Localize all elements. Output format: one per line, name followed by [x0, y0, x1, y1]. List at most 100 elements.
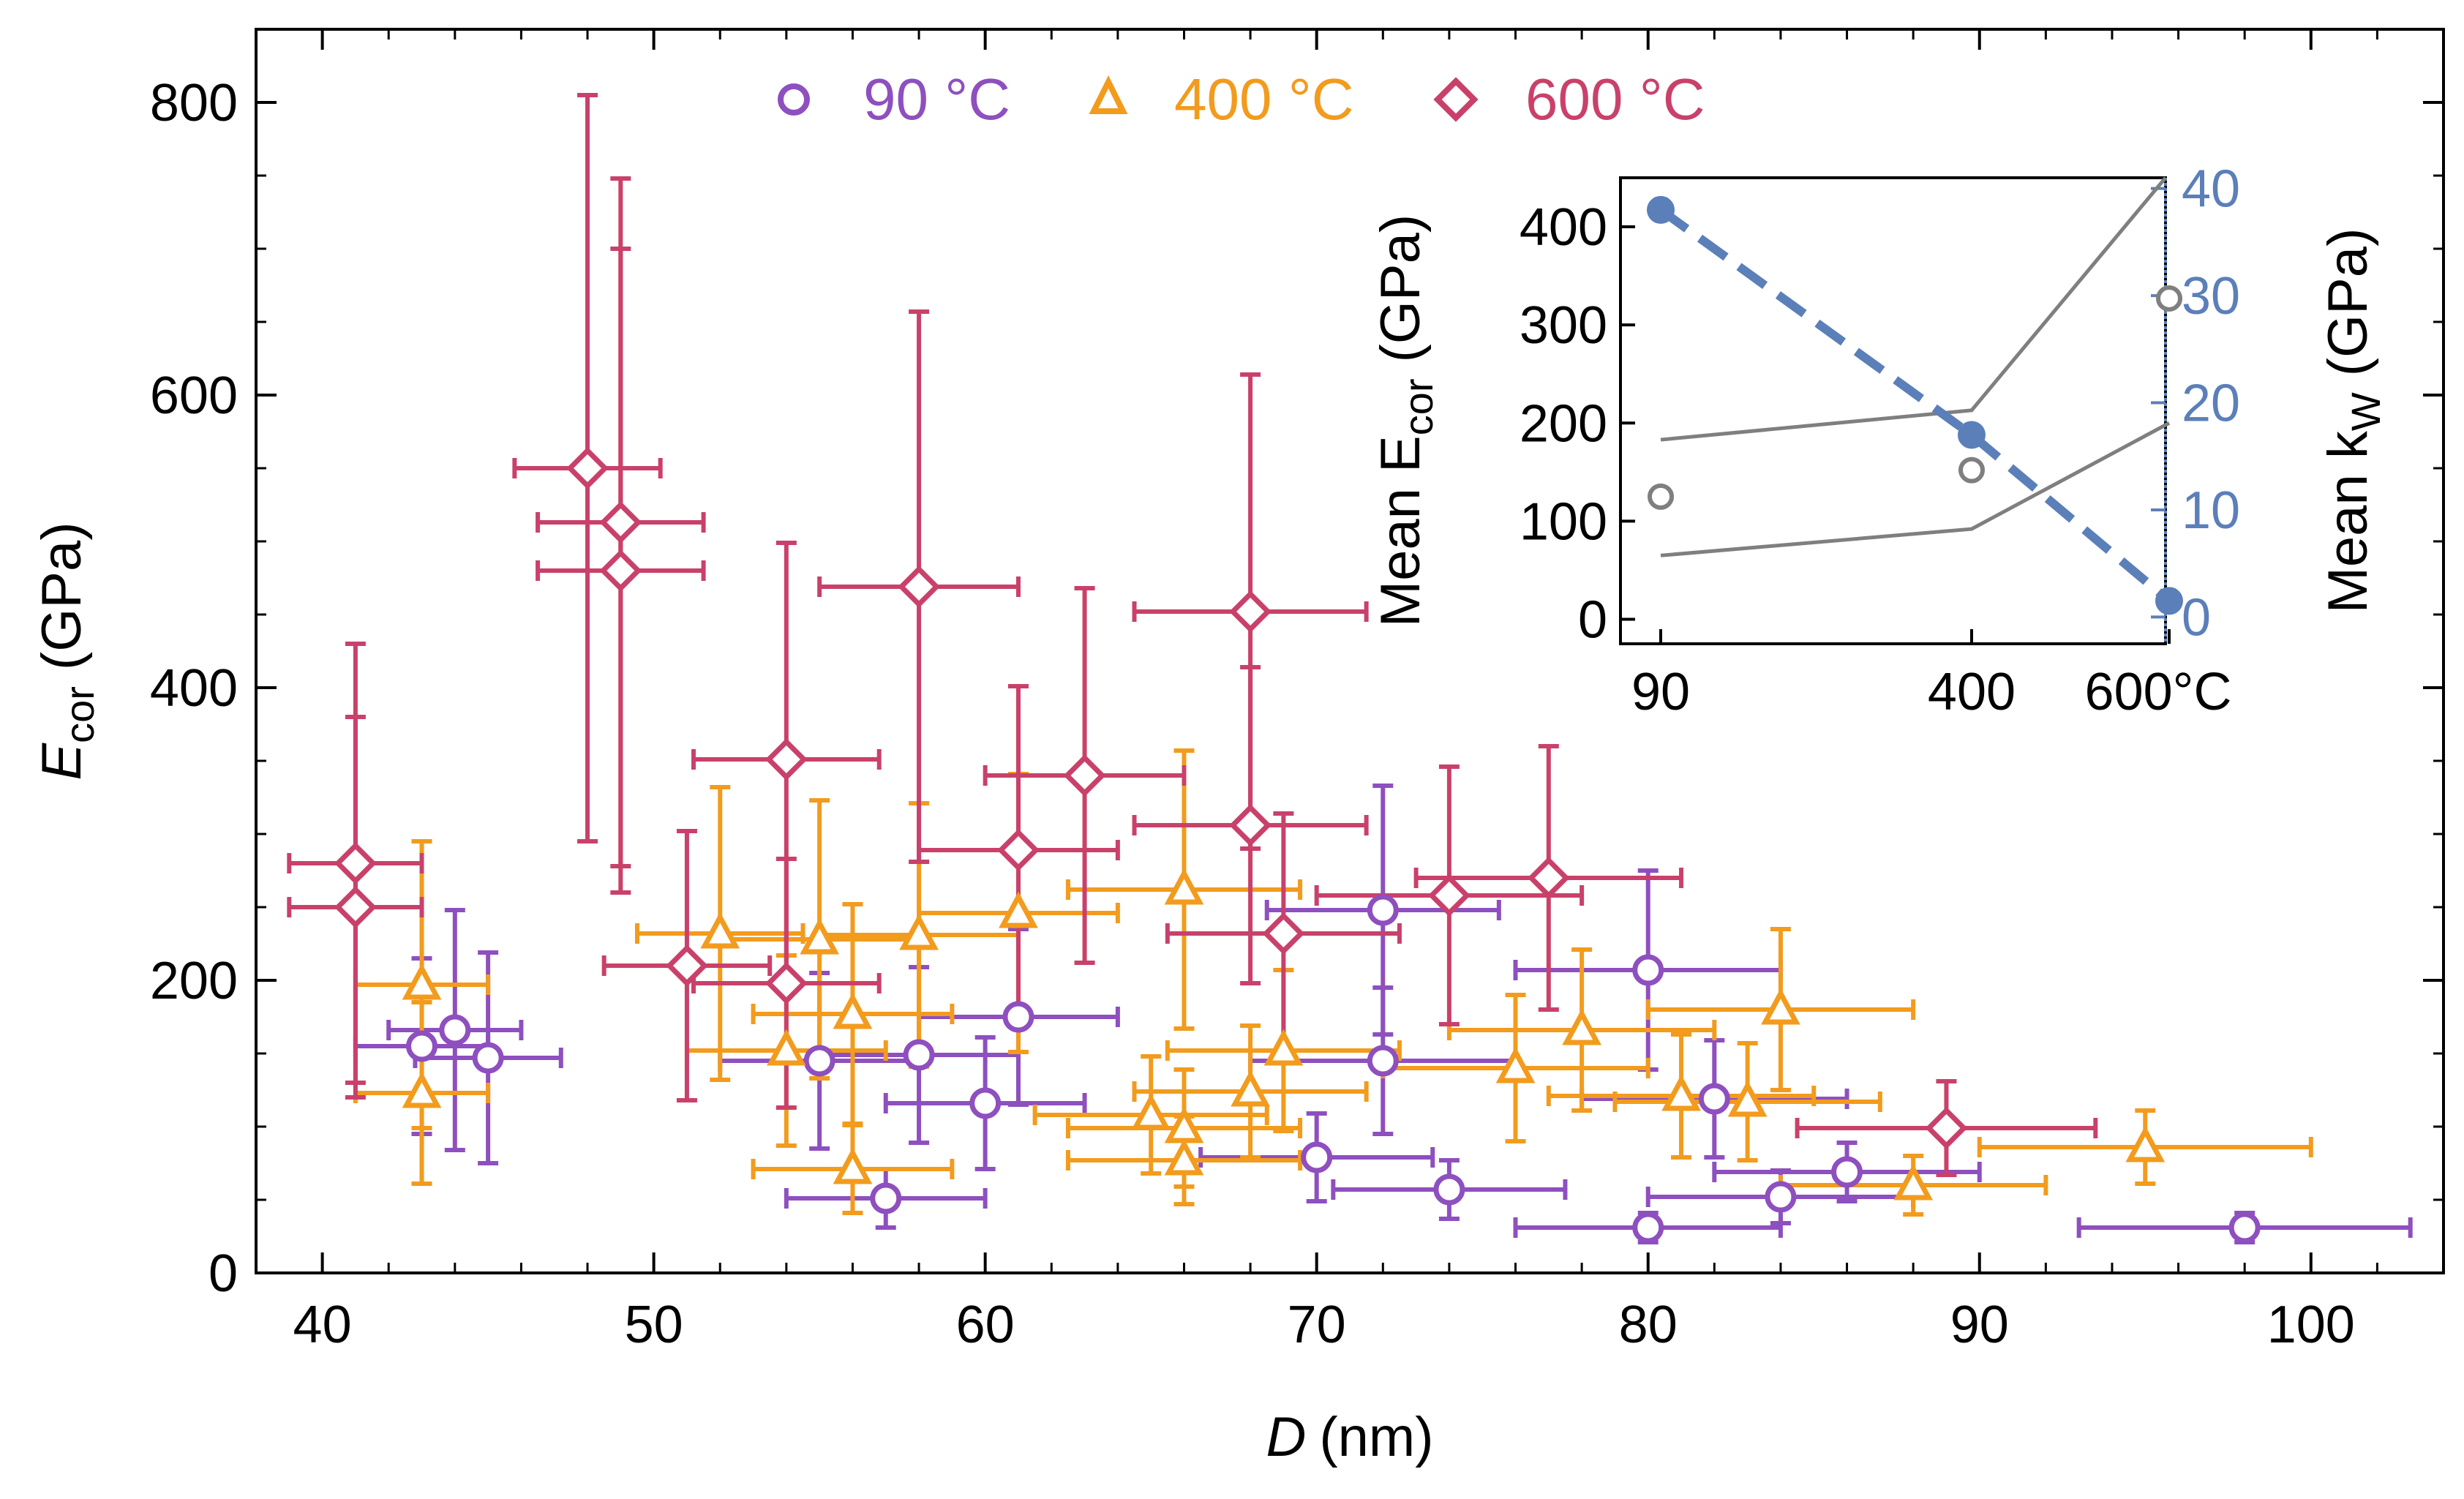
x-tick-label: 100	[2267, 1296, 2355, 1354]
data-point-circle	[2228, 1211, 2261, 1244]
inset-left-tick-label: 0	[1578, 590, 1607, 649]
inset-ticks: 90 400 600°C 0 100 200 300 400 0 10 20 30 40	[1520, 160, 2240, 721]
data-point-diamond	[1427, 874, 1470, 917]
data-point-triangle	[999, 891, 1038, 928]
inset-left-tick-label: 300	[1520, 296, 1607, 355]
data-point-circle	[1632, 1211, 1664, 1244]
data-point-triangle	[800, 917, 840, 955]
data-point-triangle	[402, 1071, 442, 1108]
data-point-circle	[870, 1182, 902, 1214]
data-point-diamond	[334, 886, 377, 928]
data-point-circle	[1367, 1045, 1399, 1077]
legend-label-90: 90 °C	[863, 67, 1010, 132]
x-tick-label: 90	[1950, 1296, 2009, 1354]
series-circle	[353, 784, 2413, 1244]
data-point-diamond	[765, 962, 808, 1004]
y-axis-title: Ecor (GPa)	[31, 522, 102, 780]
y-axis-unit: (GPa)	[31, 522, 93, 670]
data-point-circle	[439, 1014, 471, 1046]
inset-mean-kw-point	[1647, 195, 1675, 224]
data-point-triangle	[833, 992, 873, 1029]
inset-mean-ecor-point	[2156, 285, 2182, 312]
legend-item-400: 400 °C	[1089, 67, 1353, 132]
legend: 90 °C 400 °C 600 °C	[778, 67, 1705, 132]
data-point-triangle	[1761, 988, 1800, 1025]
data-point-triangle	[402, 963, 442, 1000]
y-tick-label: 800	[150, 74, 238, 132]
data-point-circle	[406, 1030, 438, 1062]
inset-right-tick-label: 40	[2182, 160, 2240, 219]
x-axis-unit: (nm)	[1319, 1406, 1433, 1468]
markers-triangle	[402, 868, 2166, 1201]
x-tick-label: 70	[1288, 1296, 1346, 1354]
inset-lower-bound-line	[1660, 421, 2171, 557]
data-point-triangle	[1164, 1138, 1204, 1176]
markers-circle	[406, 894, 2261, 1244]
inset-left-axis-subscript: cor	[1395, 378, 1441, 435]
data-point-triangle	[1893, 1163, 1934, 1201]
legend-label-400: 400 °C	[1174, 67, 1353, 132]
data-point-circle	[1367, 894, 1399, 926]
data-point-diamond	[1063, 754, 1106, 797]
data-point-triangle	[1231, 1070, 1270, 1107]
data-point-triangle	[766, 1029, 806, 1066]
legend-marker-circle	[778, 83, 810, 116]
data-point-circle	[803, 1045, 835, 1077]
data-point-diamond	[997, 829, 1040, 871]
data-point-triangle	[1495, 1046, 1536, 1083]
data-point-circle	[1765, 1181, 1797, 1213]
data-point-triangle	[700, 912, 740, 949]
data-point-triangle	[1661, 1074, 1701, 1111]
y-axis-variable: E	[31, 743, 93, 781]
data-point-circle	[1698, 1083, 1730, 1115]
inset-mean-ecor-point	[1958, 457, 1985, 484]
inset-left-axis-title: Mean Ecor (GPa)	[1370, 214, 1441, 627]
data-point-diamond	[1925, 1107, 1968, 1149]
data-point-circle	[472, 1042, 504, 1074]
y-tick-label: 0	[209, 1244, 238, 1303]
inset-x-tick-label: 600°C	[2085, 663, 2232, 721]
data-point-circle	[1301, 1141, 1333, 1173]
data-point-circle	[1831, 1156, 1863, 1188]
data-point-triangle	[899, 913, 939, 950]
data-point-diamond	[599, 549, 642, 592]
data-point-diamond	[665, 944, 708, 987]
legend-item-90: 90 °C	[778, 67, 1010, 132]
legend-marker-diamond	[1433, 77, 1479, 122]
y-tick-label: 400	[150, 659, 238, 718]
inset-right-axis-subscript: W	[2343, 392, 2389, 431]
data-point-circle	[1632, 954, 1664, 986]
series-triangle	[353, 748, 2313, 1217]
inset-right-tick-label: 10	[2182, 481, 2240, 540]
data-point-circle	[1433, 1173, 1465, 1206]
inset-right-axis-unit: (GPa)	[2317, 228, 2379, 377]
y-tick-label: 200	[150, 952, 238, 1010]
inset-left-axis-text: Mean E	[1370, 435, 1432, 627]
legend-marker-triangle	[1089, 75, 1128, 114]
inset-right-axis-text: Mean k	[2317, 430, 2379, 613]
data-point-circle	[1002, 1001, 1034, 1033]
data-point-circle	[903, 1039, 935, 1071]
y-axis-subscript: cor	[56, 686, 102, 743]
y-tick-label: 600	[150, 367, 238, 425]
x-axis-variable: D	[1266, 1406, 1306, 1468]
x-axis-title: D (nm)	[1266, 1406, 1433, 1468]
data-point-diamond	[1262, 912, 1305, 955]
data-point-diamond	[898, 566, 941, 608]
inset-upper-bound-line	[1660, 176, 2167, 442]
inset-right-tick-label: 0	[2182, 588, 2211, 647]
x-tick-label: 80	[1619, 1296, 1678, 1354]
inset-x-tick-label: 400	[1928, 663, 2016, 721]
data-point-triangle	[1727, 1080, 1768, 1117]
data-point-diamond	[334, 842, 377, 884]
inset-x-tick-label: 90	[1631, 663, 1690, 721]
inset-series	[1647, 176, 2183, 615]
data-point-diamond	[765, 738, 808, 781]
legend-label-600: 600 °C	[1525, 67, 1705, 132]
data-point-triangle	[1263, 1029, 1304, 1066]
data-point-diamond	[566, 447, 609, 489]
